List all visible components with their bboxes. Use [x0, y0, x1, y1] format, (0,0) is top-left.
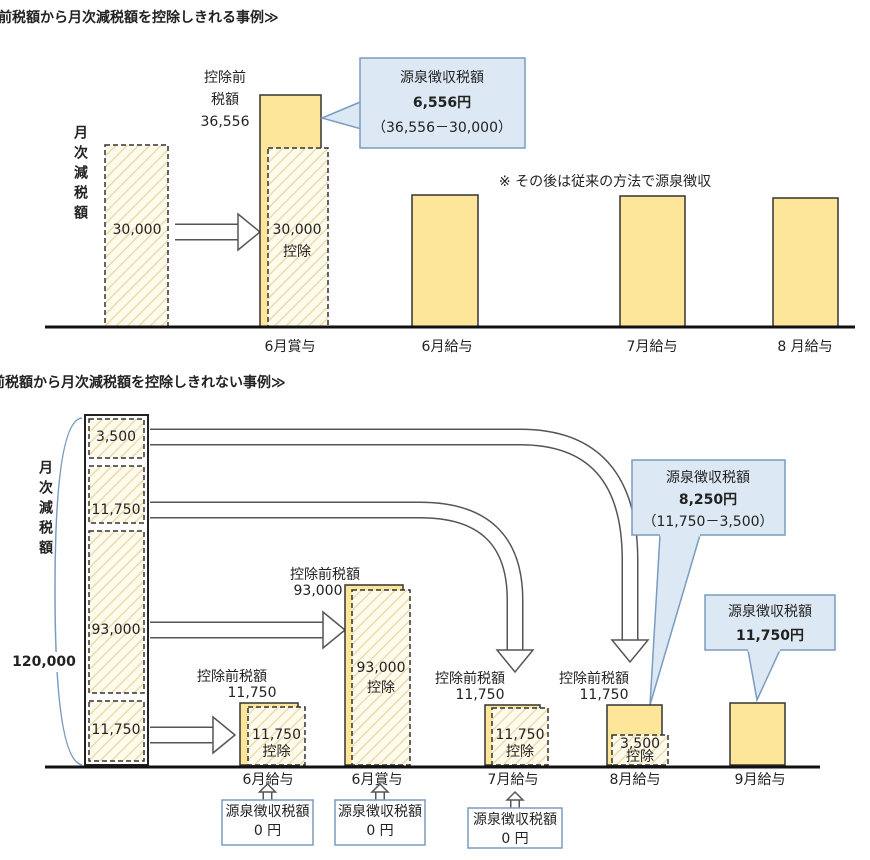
stack-segment	[88, 700, 145, 762]
category-label: 6月賞与	[265, 339, 316, 355]
callout-amount: 8,250円	[679, 492, 737, 508]
deducted-value: 3,500	[620, 736, 660, 752]
callout-amount: 6,556円	[413, 95, 471, 111]
arrow-head	[370, 782, 390, 793]
withholding-box	[221, 799, 314, 846]
deducted-label: 控除	[367, 680, 395, 696]
callout-title: 源泉徴収税額	[666, 469, 750, 486]
category-label: 8 月給与	[777, 339, 832, 355]
callout-formula: （11,750－3,500）	[642, 514, 773, 530]
callout	[359, 57, 526, 149]
arrow	[150, 430, 637, 640]
callout-amount: 11,750円	[736, 628, 804, 644]
withholding-label: 源泉徴収税額	[226, 803, 310, 820]
deducted-label: 控除	[506, 744, 534, 760]
category-label: 6月給与	[422, 339, 473, 355]
deducted-box	[247, 706, 306, 766]
reduction-bar	[104, 144, 169, 328]
category-label: 9月給与	[735, 772, 786, 788]
brace	[54, 417, 83, 766]
stack-value: 11,750	[92, 502, 141, 518]
callout-pointer	[649, 534, 702, 706]
callout-title: 源泉徴収税額	[400, 69, 484, 86]
stack-segment	[88, 530, 145, 694]
note: ※ その後は従来の方法で源泉徴収	[499, 173, 711, 190]
pre-tax-label: 控除前税額	[197, 668, 267, 685]
deducted-value: 11,750	[496, 727, 545, 743]
white-patch	[14, 652, 74, 672]
pre-tax-value: 11,750	[228, 685, 277, 701]
pre-tax-value: 11,750	[456, 687, 505, 703]
callout-pointer	[747, 649, 782, 703]
callout-title: 源泉徴収税額	[728, 603, 812, 620]
stack-segment	[88, 418, 145, 459]
deducted-label: 控除	[626, 749, 654, 765]
pre-tax-label: 控除前	[204, 69, 246, 86]
pre-tax-label: 控除前税額	[290, 566, 360, 583]
stack-value: 93,000	[92, 622, 141, 638]
bar	[772, 197, 839, 328]
side-label: 月次減税額	[37, 460, 54, 560]
withholding-box	[334, 799, 426, 846]
category-label: 6月給与	[243, 772, 294, 788]
reduction-value: 30,000	[113, 222, 162, 238]
arrow-head	[610, 639, 650, 664]
deducted-box	[491, 707, 549, 766]
withholding-label: 源泉徴収税額	[338, 803, 422, 820]
stack-value: 11,750	[92, 722, 141, 738]
deducted-label: 控除	[283, 244, 311, 260]
total-value: 120,000	[12, 654, 76, 670]
arrow-head	[322, 610, 347, 650]
deducted-value: 93,000	[357, 660, 406, 676]
withholding-value: 0 円	[501, 831, 528, 847]
withholding-box	[467, 807, 563, 849]
callout	[631, 459, 786, 536]
arrow-head	[257, 782, 278, 793]
callout-pointer	[319, 98, 366, 131]
deducted-box	[611, 734, 669, 766]
callout-formula: （36,556－30,000）	[372, 120, 512, 136]
arrow	[150, 503, 522, 650]
arrow-head	[237, 212, 262, 252]
deducted-box	[351, 589, 411, 766]
stack-value: 3,500	[96, 429, 136, 445]
title: ≪６月最初に支払う賞与の控除前税額から月次減税額を控除しきれる事例≫	[0, 9, 279, 26]
withholding-value: 0 円	[254, 823, 281, 839]
category-label: 6月賞与	[352, 772, 403, 788]
pre-tax-value: 11,750	[580, 687, 629, 703]
stack-segment	[88, 465, 145, 524]
withholding-value: 0 円	[366, 823, 393, 839]
arrow-head	[495, 649, 535, 674]
deducted-value: 11,750	[252, 727, 301, 743]
title: ≪６月最初に支払う給与の控除前税額から月次減税額を控除しきれない事例≫	[0, 374, 286, 391]
pre-tax-label: 控除前税額	[559, 670, 629, 687]
arrow-head	[212, 715, 237, 755]
deducted-label: 控除	[263, 744, 291, 760]
pre-tax-value: 36,556	[201, 114, 250, 130]
bar	[411, 194, 479, 328]
pre-tax-label: 税額	[211, 92, 239, 108]
category-label: 7月給与	[627, 339, 678, 355]
arrow-head	[505, 790, 525, 801]
pre-tax-label: 控除前税額	[435, 670, 505, 687]
withholding-label: 源泉徴収税額	[473, 811, 557, 828]
category-label: 8月給与	[610, 772, 661, 788]
bar	[619, 195, 686, 328]
bar	[729, 702, 786, 766]
pre-tax-value: 93,000	[294, 583, 343, 599]
deducted-value: 30,000	[273, 222, 322, 238]
side-label: 月次減税額	[72, 125, 89, 225]
category-label: 7月給与	[488, 772, 539, 788]
